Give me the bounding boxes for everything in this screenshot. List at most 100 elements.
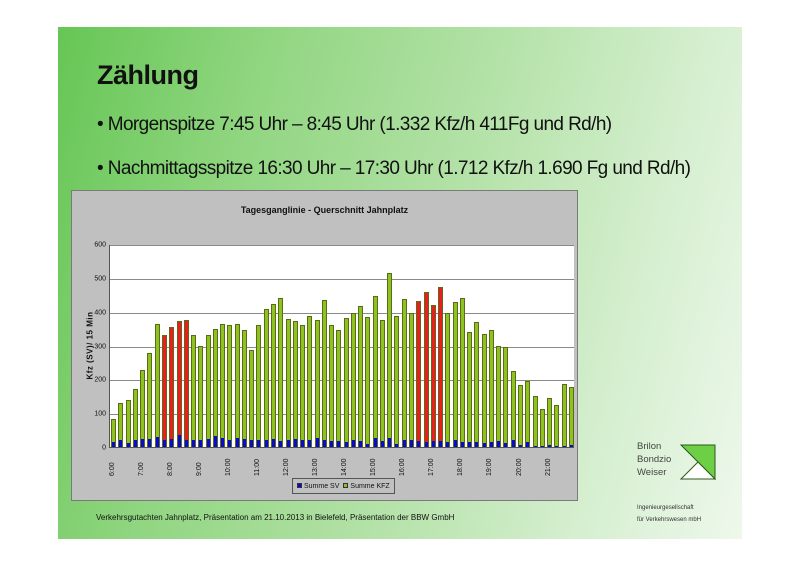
bar-21:30 <box>561 384 567 447</box>
x-tick-label: 9:00 <box>195 462 203 476</box>
x-tick-label: 18:00 <box>457 458 465 476</box>
bar-segment-sv <box>526 442 530 447</box>
bar-segment-kfz <box>112 420 116 447</box>
bar-6:15 <box>118 403 124 447</box>
bar-segment-sv <box>431 441 435 447</box>
y-tick-label: 600 <box>94 241 106 249</box>
bar-segment-sv <box>468 442 472 447</box>
legend-label-sv: Summe SV <box>304 482 340 490</box>
bar-segment-sv <box>301 440 305 447</box>
bar-11:45 <box>278 298 284 447</box>
company-logo: Brilon Bondzio Weiser Ingenieurgesellsch… <box>637 441 737 531</box>
bar-8:00 <box>169 326 175 447</box>
bar-segment-sv <box>344 441 348 447</box>
bar-segment-kfz <box>431 305 435 447</box>
x-tick-label: 10:00 <box>224 458 232 476</box>
bar-segment-sv <box>148 438 152 447</box>
bar-16:45 <box>423 291 429 447</box>
bar-segment-sv <box>308 440 312 447</box>
logo-triangle-icon <box>680 444 716 480</box>
bar-17:30 <box>445 313 451 447</box>
bar-9:45 <box>220 324 226 447</box>
bullet-morning-peak: • Morgenspitze 7:45 Uhr – 8:45 Uhr (1.33… <box>97 114 612 135</box>
bar-13:30 <box>329 325 335 447</box>
bar-21:00 <box>547 397 553 447</box>
bar-segment-sv <box>446 442 450 447</box>
bar-segment-kfz <box>475 322 479 447</box>
bar-segment-kfz <box>141 371 145 447</box>
bar-20:30 <box>532 396 538 447</box>
bar-segment-sv <box>366 443 370 447</box>
bar-segment-kfz <box>439 288 443 447</box>
bar-segment-sv <box>177 435 181 447</box>
bar-segment-sv <box>235 437 239 447</box>
bar-15:15 <box>379 320 385 447</box>
bar-segment-sv <box>533 445 537 447</box>
bar-segment-sv <box>112 442 116 447</box>
bar-segment-kfz <box>279 299 283 447</box>
bar-14:45 <box>365 316 371 447</box>
slide-title: Zählung <box>97 60 199 90</box>
x-tick-label: 13:00 <box>312 458 320 476</box>
bar-segment-sv <box>170 438 174 447</box>
bar-segment-kfz <box>133 389 137 447</box>
y-tick-label: 400 <box>94 309 106 317</box>
bar-segment-kfz <box>308 317 312 447</box>
bar-6:45 <box>132 388 138 447</box>
bar-segment-kfz <box>257 326 261 447</box>
x-tick-label: 15:00 <box>370 458 378 476</box>
bar-segment-kfz <box>184 320 188 447</box>
bar-10:45 <box>249 350 255 447</box>
bar-9:00 <box>198 345 204 447</box>
bar-segment-kfz <box>162 336 166 447</box>
x-tick-label: 7:00 <box>137 462 145 476</box>
x-tick-label: 8:00 <box>166 462 174 476</box>
logo-subtitle-line: Ingenieurgesellschaft <box>637 505 694 511</box>
bar-7:15 <box>147 352 153 447</box>
bar-segment-sv <box>475 442 479 447</box>
bar-segment-sv <box>264 440 268 447</box>
bar-13:15 <box>321 299 327 447</box>
bar-segment-kfz <box>148 353 152 447</box>
bar-7:30 <box>154 324 160 447</box>
bar-segment-sv <box>519 444 522 447</box>
bar-segment-sv <box>213 435 217 447</box>
bar-segment-kfz <box>344 319 348 447</box>
bar-8:15 <box>176 321 182 447</box>
legend-item-kfz: Summe KFZ <box>343 482 390 490</box>
bar-segment-sv <box>555 445 559 447</box>
y-tick-label: 100 <box>94 410 106 418</box>
bar-segment-kfz <box>380 321 384 447</box>
bar-15:45 <box>394 315 400 447</box>
bar-segment-kfz <box>126 400 130 447</box>
bar-11:00 <box>256 325 262 447</box>
x-tick-label: 6:00 <box>108 462 116 476</box>
bar-segment-kfz <box>235 324 239 447</box>
bullet-afternoon-peak: • Nachmittagsspitze 16:30 Uhr – 17:30 Uh… <box>97 158 691 179</box>
bar-6:00 <box>111 419 117 447</box>
bar-segment-sv <box>424 442 428 447</box>
bar-15:30 <box>387 273 393 447</box>
bar-20:45 <box>539 408 545 447</box>
bar-segment-sv <box>271 438 275 447</box>
x-tick-label: 17:00 <box>428 458 436 476</box>
bar-19:00 <box>488 329 494 447</box>
slide-footer: Verkehrsgutachten Jahnplatz, Präsentatio… <box>96 513 455 522</box>
bar-segment-sv <box>504 442 508 447</box>
chart-legend: Summe SV Summe KFZ <box>292 478 395 494</box>
bar-segment-kfz <box>569 388 573 447</box>
logo-name-line: Weiser <box>637 467 667 478</box>
bar-18:30 <box>474 321 480 447</box>
bar-segment-kfz <box>388 274 392 447</box>
legend-item-sv: Summe SV <box>297 482 340 490</box>
y-tick-label: 200 <box>94 376 106 384</box>
bar-13:45 <box>336 329 342 447</box>
bar-segment-sv <box>119 440 123 447</box>
bar-14:00 <box>343 318 349 447</box>
legend-label-kfz: Summe KFZ <box>350 482 390 490</box>
bar-16:15 <box>409 313 415 447</box>
bar-segment-sv <box>351 440 355 447</box>
gridline <box>110 278 574 280</box>
bar-segment-sv <box>221 437 225 447</box>
bar-segment-kfz <box>417 301 421 447</box>
